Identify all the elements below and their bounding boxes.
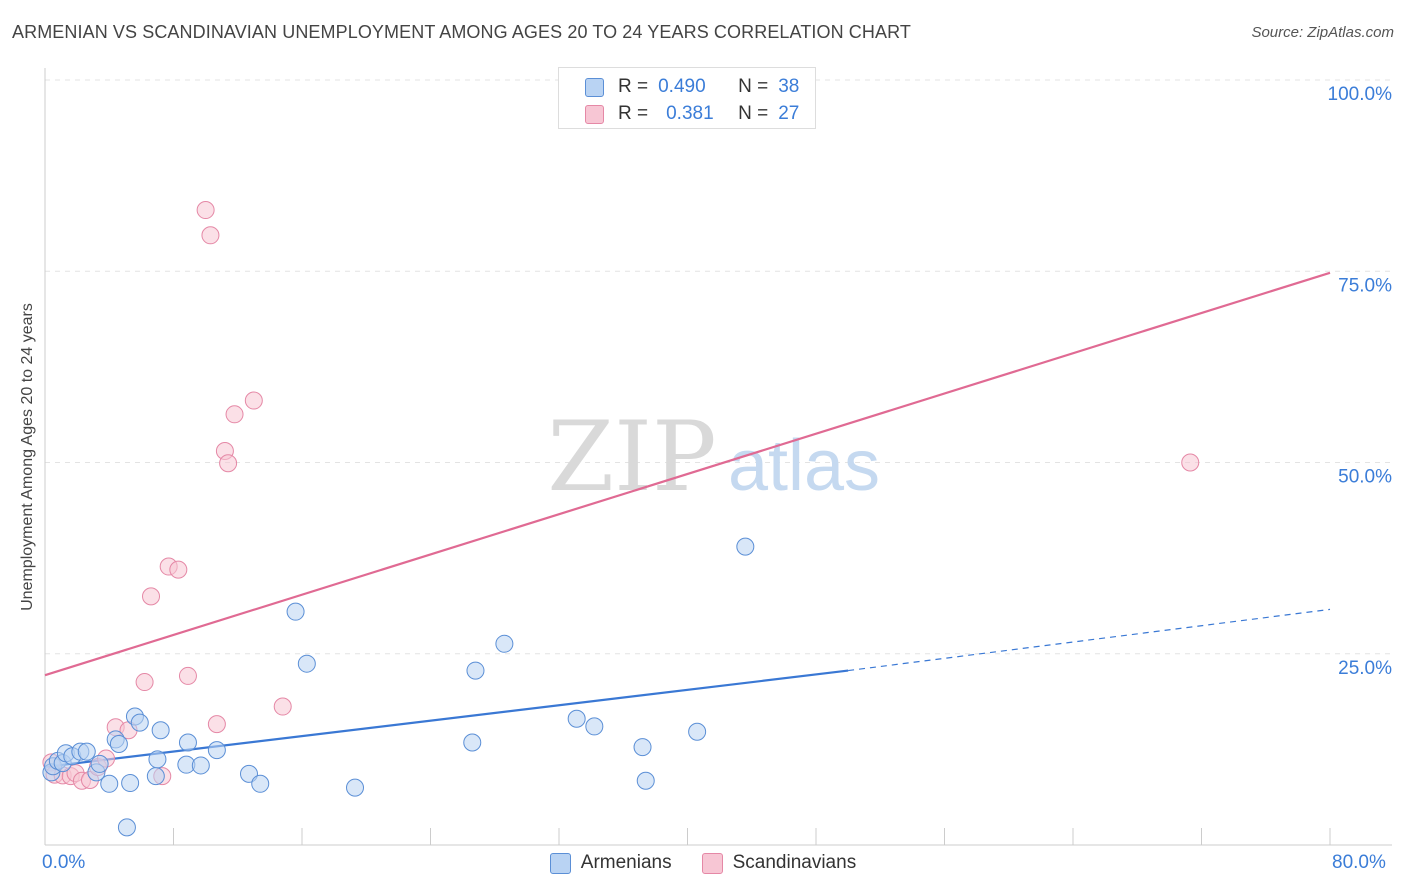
armenians-swatch-icon bbox=[549, 852, 571, 874]
scandinavians-point bbox=[201, 226, 220, 245]
armenians-point bbox=[463, 733, 482, 752]
legend-n-value: 27 bbox=[778, 103, 800, 124]
legend-n-value: 38 bbox=[778, 76, 800, 97]
scandinavians-point bbox=[225, 405, 244, 424]
armenians-swatch-icon bbox=[585, 77, 604, 97]
armenians-point bbox=[636, 771, 655, 790]
legend-item-label: Armenians bbox=[580, 852, 672, 873]
source-label: Source: ZipAtlas.com bbox=[1251, 24, 1394, 41]
armenians-point bbox=[495, 634, 514, 653]
armenians-point bbox=[90, 754, 109, 773]
points-layer bbox=[42, 201, 1200, 837]
trend-layer bbox=[44, 271, 1331, 769]
legend-r-label: R = bbox=[618, 103, 649, 124]
x-tick-label-min: 0.0% bbox=[42, 852, 86, 873]
y-tick-label: 100.0% bbox=[1328, 84, 1393, 105]
armenians-point bbox=[633, 738, 652, 757]
legend-r-label: R = bbox=[618, 76, 649, 97]
armenians-point bbox=[121, 774, 140, 793]
armenians-point bbox=[585, 717, 604, 736]
scandinavians-point bbox=[196, 201, 215, 220]
scandinavians-point bbox=[169, 560, 188, 579]
scandinavians-point bbox=[1181, 453, 1200, 472]
armenians-point bbox=[286, 602, 305, 621]
armenians-point bbox=[130, 713, 149, 732]
scandinavians-trend-line bbox=[44, 271, 1331, 677]
watermark: ZIP atlas bbox=[547, 401, 880, 513]
legend-r-value: 0.381 bbox=[666, 103, 714, 124]
scandinavians-point bbox=[219, 454, 238, 473]
armenians-point bbox=[148, 750, 167, 769]
scandinavians-point bbox=[142, 587, 161, 606]
y-tick-labels: 25.0% 50.0% 75.0% 100.0% bbox=[1328, 84, 1393, 679]
armenians-point bbox=[297, 654, 316, 673]
armenians-point bbox=[239, 764, 258, 783]
armenians-point bbox=[77, 742, 96, 761]
scandinavians-point bbox=[244, 391, 263, 410]
armenians-point bbox=[100, 774, 119, 793]
y-tick-label: 25.0% bbox=[1338, 658, 1392, 679]
legend-item-armenians[interactable]: Armenians bbox=[549, 852, 672, 874]
armenians-point bbox=[146, 767, 165, 786]
scandinavians-point bbox=[178, 666, 197, 685]
armenians-point bbox=[736, 537, 755, 556]
scandinavians-swatch-icon bbox=[585, 104, 604, 124]
scandinavians-point bbox=[273, 697, 292, 716]
scandinavians-swatch-icon bbox=[701, 852, 723, 874]
legend-row-scandinavians: R = 0.381 N = 27 bbox=[585, 102, 799, 126]
armenians-point bbox=[151, 721, 170, 740]
armenians-point bbox=[191, 756, 210, 775]
x-tick-label-max: 80.0% bbox=[1332, 852, 1386, 873]
watermark-atlas: atlas bbox=[728, 426, 880, 506]
scandinavians-point bbox=[135, 673, 154, 692]
scandinavians-point bbox=[207, 715, 226, 734]
armenians-point bbox=[178, 733, 197, 752]
y-tick-label: 50.0% bbox=[1338, 467, 1392, 488]
legend-n-label: N = bbox=[738, 103, 769, 124]
armenians-point bbox=[109, 735, 128, 754]
series-legend: Armenians Scandinavians bbox=[0, 852, 1406, 874]
watermark-zip: ZIP bbox=[547, 401, 716, 513]
armenians-trend-extension bbox=[848, 608, 1331, 672]
armenians-point bbox=[346, 778, 365, 797]
armenians-point bbox=[567, 709, 586, 728]
y-tick-label: 75.0% bbox=[1338, 275, 1392, 296]
armenians-trend-line bbox=[44, 669, 849, 769]
legend-item-scandinavians[interactable]: Scandinavians bbox=[701, 852, 857, 874]
legend-row-armenians: R = 0.490 N = 38 bbox=[585, 75, 799, 99]
chart-title: ARMENIAN VS SCANDINAVIAN UNEMPLOYMENT AM… bbox=[12, 22, 911, 42]
armenians-point bbox=[251, 774, 270, 793]
armenians-point bbox=[117, 818, 136, 837]
armenians-point bbox=[466, 661, 485, 680]
grid-layer bbox=[45, 79, 1392, 655]
legend-n-label: N = bbox=[738, 76, 769, 97]
stats-legend: R = 0.490 N = 38 R = 0.381 N = 27 bbox=[558, 67, 816, 129]
armenians-point bbox=[688, 722, 707, 741]
axes-layer bbox=[44, 68, 1392, 846]
legend-item-label: Scandinavians bbox=[732, 852, 857, 873]
legend-r-value: 0.490 bbox=[658, 76, 706, 97]
armenians-point bbox=[207, 741, 226, 760]
